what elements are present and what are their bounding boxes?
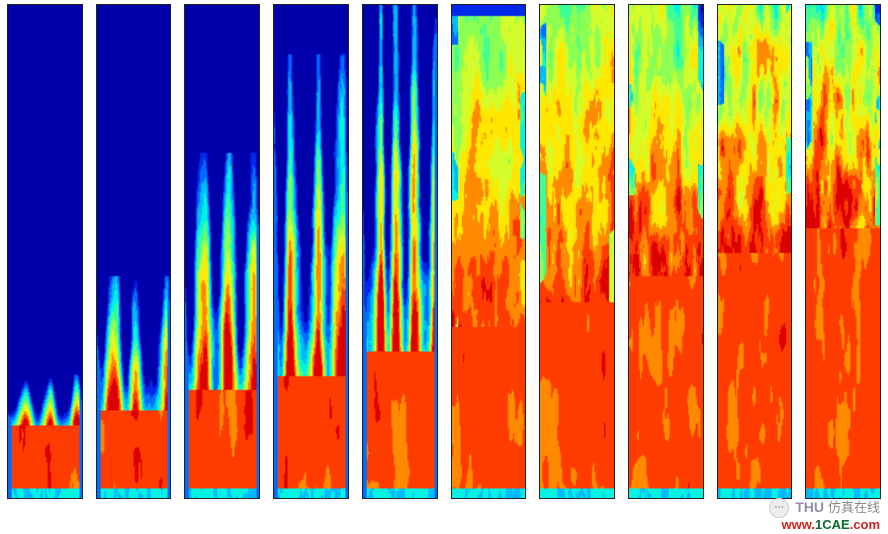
heatmap-panel: [184, 4, 260, 499]
heatmap-panel: [362, 4, 438, 499]
heatmap-panel: [273, 4, 349, 499]
wechat-icon: ⋯: [769, 498, 789, 518]
heatmap-panel: [628, 4, 704, 499]
heatmap-panel: [7, 4, 83, 499]
heatmap-canvas: [185, 5, 259, 498]
heatmap-canvas: [274, 5, 348, 498]
url-domain: 1CAE: [815, 517, 850, 532]
heatmap-canvas: [629, 5, 703, 498]
panel-row: [0, 0, 888, 499]
heatmap-panel: [96, 4, 172, 499]
heatmap-panel: [539, 4, 615, 499]
watermark-url: www.1CAE.com: [782, 518, 881, 532]
heatmap-canvas: [540, 5, 614, 498]
url-www: www.: [782, 517, 815, 532]
brand-chinese: 仿真在线: [828, 501, 880, 515]
heatmap-canvas: [806, 5, 880, 498]
heatmap-panel: [805, 4, 881, 499]
watermark-line-1: ⋯ THU 仿真在线: [769, 498, 880, 518]
heatmap-panel: [717, 4, 793, 499]
brand-text: THU: [795, 500, 824, 515]
watermark-block: ⋯ THU 仿真在线 www.1CAE.com: [769, 498, 880, 532]
heatmap-canvas: [452, 5, 526, 498]
heatmap-canvas: [8, 5, 82, 498]
heatmap-canvas: [363, 5, 437, 498]
heatmap-panel: [451, 4, 527, 499]
heatmap-canvas: [718, 5, 792, 498]
url-com: .com: [850, 517, 880, 532]
heatmap-canvas: [97, 5, 171, 498]
